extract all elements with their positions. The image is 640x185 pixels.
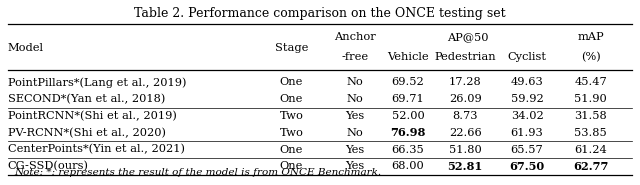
Text: 49.63: 49.63 [511,78,543,88]
Text: 69.71: 69.71 [392,94,424,104]
Text: 61.93: 61.93 [511,128,543,138]
Text: 59.92: 59.92 [511,94,543,104]
Text: 34.02: 34.02 [511,111,543,121]
Text: -free: -free [342,52,369,62]
Text: Two: Two [280,128,303,138]
Text: CenterPoints*(Yin et al., 2021): CenterPoints*(Yin et al., 2021) [8,144,185,155]
Text: PV-RCNN*(Shi et al., 2020): PV-RCNN*(Shi et al., 2020) [8,128,166,138]
Text: 31.58: 31.58 [575,111,607,121]
Text: 52.81: 52.81 [447,161,483,172]
Text: 22.66: 22.66 [449,128,482,138]
Text: Stage: Stage [275,43,308,53]
Text: No: No [347,78,364,88]
Text: Two: Two [280,111,303,121]
Text: One: One [280,144,303,154]
Text: 62.77: 62.77 [573,161,609,172]
Text: One: One [280,161,303,171]
Text: PointPillars*(Lang et al., 2019): PointPillars*(Lang et al., 2019) [8,77,186,88]
Text: 53.85: 53.85 [575,128,607,138]
Text: 51.80: 51.80 [449,144,482,154]
Text: 69.52: 69.52 [392,78,424,88]
Text: Pedestrian: Pedestrian [435,52,496,62]
Text: Anchor: Anchor [334,32,376,42]
Text: mAP: mAP [577,32,604,42]
Text: AP@50: AP@50 [447,32,488,42]
Text: Yes: Yes [346,144,365,154]
Text: 65.57: 65.57 [511,144,543,154]
Text: (%): (%) [581,52,601,62]
Text: 66.35: 66.35 [392,144,424,154]
Text: 51.90: 51.90 [575,94,607,104]
Text: 61.24: 61.24 [575,144,607,154]
Text: PointRCNN*(Shi et al., 2019): PointRCNN*(Shi et al., 2019) [8,111,177,121]
Text: 68.00: 68.00 [392,161,424,171]
Text: 76.98: 76.98 [390,127,426,138]
Text: Cyclist: Cyclist [508,52,547,62]
Text: CG-SSD(ours): CG-SSD(ours) [8,161,89,171]
Text: SECOND*(Yan et al., 2018): SECOND*(Yan et al., 2018) [8,94,165,104]
Text: Yes: Yes [346,161,365,171]
Text: 52.00: 52.00 [392,111,424,121]
Text: 45.47: 45.47 [575,78,607,88]
Text: Note: *: represents the result of the model is from ONCE Benchmark.: Note: *: represents the result of the mo… [14,168,381,177]
Text: Model: Model [8,43,44,53]
Text: 26.09: 26.09 [449,94,482,104]
Text: No: No [347,94,364,104]
Text: Yes: Yes [346,111,365,121]
Text: 67.50: 67.50 [509,161,545,172]
Text: No: No [347,128,364,138]
Text: 17.28: 17.28 [449,78,482,88]
Text: One: One [280,78,303,88]
Text: Vehicle: Vehicle [387,52,429,62]
Text: 8.73: 8.73 [452,111,478,121]
Text: Table 2. Performance comparison on the ONCE testing set: Table 2. Performance comparison on the O… [134,7,506,20]
Text: One: One [280,94,303,104]
